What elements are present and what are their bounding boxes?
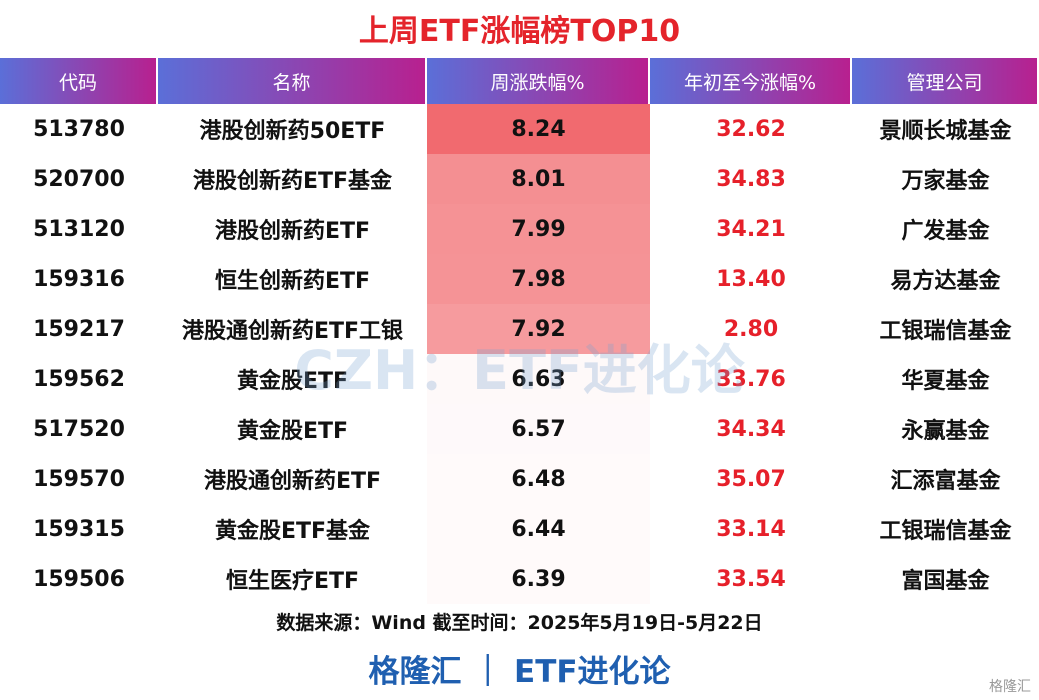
table-cell: 6.44 <box>511 516 566 542</box>
heat-cell <box>427 104 650 154</box>
table-cell: 万家基金 <box>901 169 990 194</box>
table-cell: 13.40 <box>716 266 786 292</box>
table-cell: 33.76 <box>716 366 786 392</box>
table-cell: 7.98 <box>511 266 566 292</box>
table-cell: 32.62 <box>716 116 786 142</box>
footer: 格隆汇 ｜ ETF进化论 <box>368 653 671 690</box>
table-cell: 34.83 <box>716 166 786 192</box>
table-cell: 517520 <box>33 416 125 442</box>
heat-cell <box>427 204 650 254</box>
table-cell: 港股创新药ETF <box>214 219 371 244</box>
table-cell: 520700 <box>33 166 125 192</box>
header-cell: 周涨跌幅% <box>427 58 650 104</box>
heat-cell <box>427 154 650 204</box>
table-cell: 富国基金 <box>901 569 990 594</box>
header-cell: 年初至今涨幅% <box>650 58 852 104</box>
table-cell: 33.54 <box>716 566 786 592</box>
table-cell: 159562 <box>33 366 125 392</box>
table-cell: 工银瑞信基金 <box>879 519 1012 544</box>
table-cell: 6.39 <box>511 566 566 592</box>
table-cell: 159506 <box>33 566 125 592</box>
source: 数据来源：Wind 截至时间：2025年5月19日-5月22日 <box>276 611 763 634</box>
table-cell: 513120 <box>33 216 125 242</box>
table-cell: 34.34 <box>716 416 786 442</box>
table-cell: 7.99 <box>511 216 566 242</box>
table-cell: 港股通创新药ETF工银 <box>181 319 404 344</box>
table-cell: 港股创新药50ETF <box>199 119 386 144</box>
table-cell: 6.57 <box>511 416 566 442</box>
table-cell: 黄金股ETF基金 <box>214 519 371 544</box>
table-cell: 华夏基金 <box>901 369 990 394</box>
table-cell: 33.14 <box>716 516 786 542</box>
heat-cell <box>427 354 650 404</box>
table-cell: 工银瑞信基金 <box>879 319 1012 344</box>
table-cell: 8.24 <box>511 116 566 142</box>
table-cell: 永赢基金 <box>901 419 990 444</box>
heat-cell <box>427 304 650 354</box>
table-cell: 港股创新药ETF基金 <box>192 169 393 194</box>
logo: 格隆汇 <box>989 679 1031 695</box>
table-cell: 6.48 <box>511 466 566 492</box>
table-cell: 2.80 <box>723 316 779 342</box>
table-cell: 159570 <box>33 466 125 492</box>
table-cell: 8.01 <box>511 166 566 192</box>
heat-cell <box>427 254 650 304</box>
header-cell: 名称 <box>158 58 427 104</box>
table-cell: 159315 <box>33 516 125 542</box>
table-cell: 易方达基金 <box>890 269 1001 294</box>
table-cell: 恒生医疗ETF <box>225 569 360 594</box>
table-cell: 159217 <box>33 316 125 342</box>
table-cell: 恒生创新药ETF <box>214 269 371 294</box>
table-cell: 513780 <box>33 116 125 142</box>
watermark: CZH：ETF进化论 <box>294 338 745 402</box>
table-cell: 黄金股ETF <box>236 419 349 444</box>
table-cell: 港股通创新药ETF <box>203 469 382 494</box>
table-cell: 汇添富基金 <box>890 469 1001 494</box>
table-cell: 景顺长城基金 <box>879 119 1012 144</box>
title: 上周ETF涨幅榜TOP10 <box>358 14 681 49</box>
table-cell: 159316 <box>33 266 125 292</box>
table-cell: 7.92 <box>511 316 566 342</box>
table-cell: 6.63 <box>511 366 566 392</box>
table-cell: 34.21 <box>716 216 786 242</box>
table-cell: 广发基金 <box>901 219 990 244</box>
header-cell: 管理公司 <box>852 58 1039 104</box>
header-cell: 代码 <box>0 58 158 104</box>
table-cell: 黄金股ETF <box>236 369 349 394</box>
table-cell: 35.07 <box>716 466 786 492</box>
